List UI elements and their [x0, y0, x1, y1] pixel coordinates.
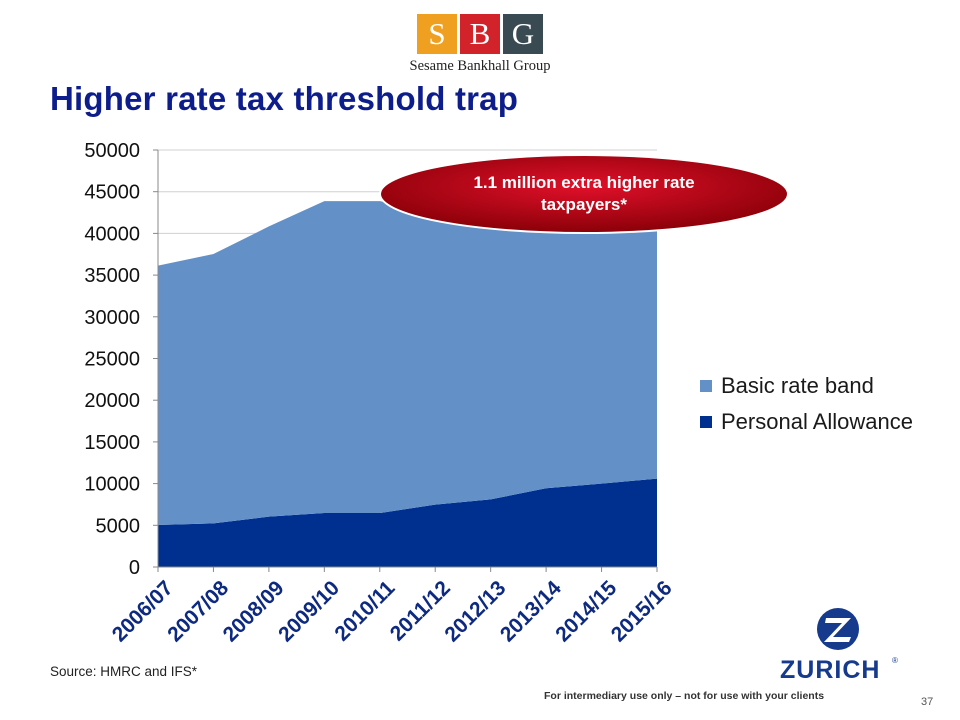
legend-label-basic-rate: Basic rate band — [721, 373, 874, 398]
x-tick-label: 2009/10 — [274, 576, 344, 646]
y-tick-label: 0 — [129, 557, 140, 579]
zurich-z-logo-icon — [817, 608, 859, 650]
area-series-0 — [158, 478, 657, 567]
y-tick-label: 35000 — [84, 265, 140, 287]
slide-title: Higher rate tax threshold trap — [50, 80, 519, 117]
legend-label-personal-allowance: Personal Allowance — [721, 409, 914, 434]
x-tick-label: 2015/16 — [607, 576, 677, 646]
y-tick-label: 45000 — [84, 182, 140, 204]
area-series-1 — [158, 201, 657, 526]
source-note: Source: HMRC and IFS* — [50, 664, 198, 679]
x-tick-label: 2012/13 — [440, 576, 510, 646]
zurich-wordmark: ZURICH — [780, 656, 881, 684]
x-tick-label: 2006/07 — [108, 576, 178, 646]
logo-letter-s: S — [417, 14, 457, 54]
y-tick-label: 20000 — [84, 390, 140, 412]
x-tick-label: 2010/11 — [330, 576, 399, 645]
y-tick-label: 10000 — [84, 474, 140, 496]
page-number: 37 — [921, 696, 934, 708]
legend-item-personal-allowance: Personal Allowance — [700, 404, 913, 440]
x-tick-label: 2007/08 — [163, 576, 233, 646]
logo-letter-g: G — [503, 14, 543, 54]
callout-shape — [379, 154, 789, 234]
callout-ellipse: 1.1 million extra higher rate taxpayers* — [378, 153, 790, 235]
x-tick-label: 2008/09 — [219, 576, 289, 646]
zurich-registered-mark: ® — [892, 656, 898, 665]
logo-letter-b: B — [460, 14, 500, 54]
y-tick-label: 15000 — [84, 432, 140, 454]
legend-swatch-basic-rate — [700, 380, 712, 392]
y-tick-label: 30000 — [84, 307, 140, 329]
y-tick-label: 50000 — [84, 140, 140, 162]
legend-swatch-personal-allowance — [700, 416, 712, 428]
legend-item-basic-rate: Basic rate band — [700, 368, 913, 404]
callout-text: 1.1 million extra higher rate taxpayers* — [473, 173, 695, 214]
sbg-logo: S B G Sesame Bankhall Group — [399, 14, 561, 82]
y-tick-label: 40000 — [84, 223, 140, 245]
zurich-logo: ZURICH ® — [778, 606, 902, 686]
x-tick-label: 2014/15 — [551, 576, 621, 646]
chart-legend: Basic rate band Personal Allowance — [700, 368, 913, 440]
x-tick-label: 2013/14 — [496, 576, 566, 646]
y-tick-label: 25000 — [84, 349, 140, 371]
logo-company-name: Sesame Bankhall Group — [409, 58, 551, 74]
y-tick-label: 5000 — [96, 515, 141, 537]
footer-disclaimer: For intermediary use only – not for use … — [544, 690, 825, 702]
